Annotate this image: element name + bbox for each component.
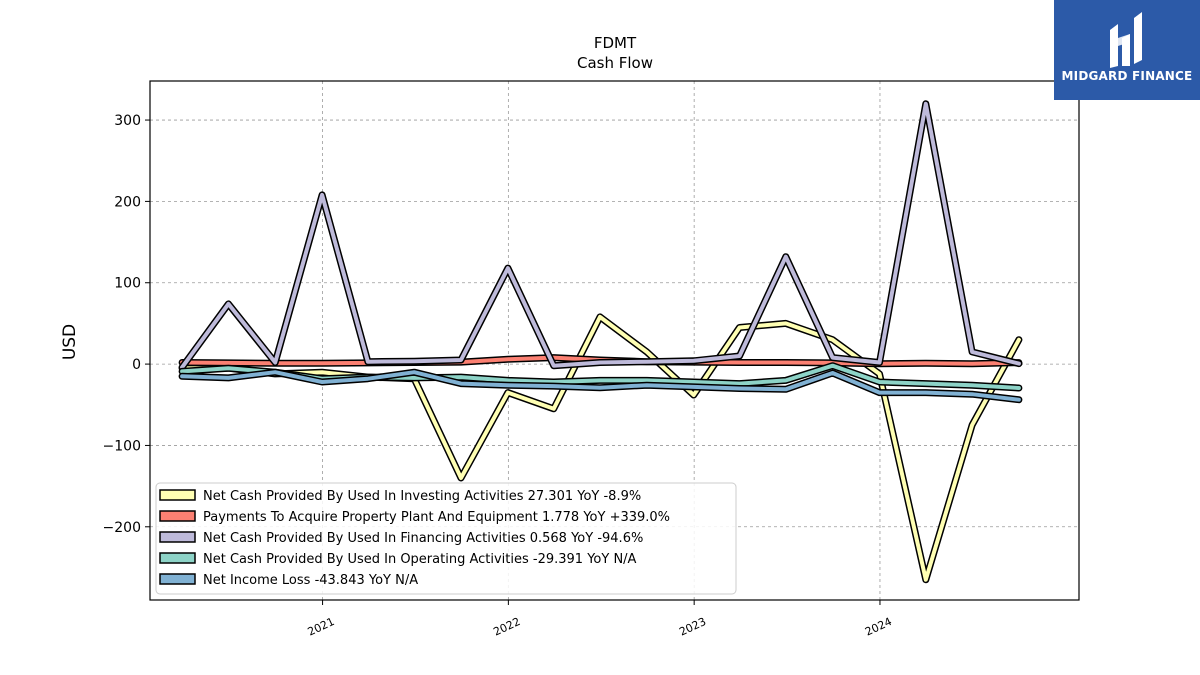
legend-box [155,482,737,595]
series-lines [178,100,1023,584]
legend-label: Payments To Acquire Property Plant And E… [203,510,670,525]
legend-label: Net Cash Provided By Used In Investing A… [203,489,641,504]
series-line [180,370,1021,402]
legend-swatch [159,489,196,501]
legend-swatch [159,510,196,522]
legend: Net Cash Provided By Used In Investing A… [155,482,737,595]
y-tick-label: 100 [114,276,141,292]
legend-label: Net Cash Provided By Used In Financing A… [203,531,643,546]
brand-name: MIDGARD FINANCE [1061,69,1193,83]
legend-label: Net Income Loss -43.843 YoY N/A [203,573,418,588]
x-tick-label: 2024 [863,615,894,639]
y-tick-label: −200 [103,520,141,536]
series-line-outline [178,100,1023,371]
plot-frame [149,80,1080,601]
legend-label: Net Cash Provided By Used In Operating A… [203,552,637,567]
midgard-logo-icon [1110,12,1142,68]
brand-logo: MIDGARD FINANCE [1054,0,1200,100]
y-tick-label: 300 [114,113,141,129]
series-line [180,314,1021,582]
y-tick-label: 200 [114,194,141,210]
chart-title: FDMT [594,34,637,52]
x-tick-label: 2021 [306,615,337,639]
series-line [180,101,1021,370]
legend-swatch [159,531,196,543]
y-axis-label: USD [60,324,80,360]
y-tick-label: −100 [103,438,141,454]
x-tick-label: 2023 [677,615,708,639]
x-tick-label: 2022 [491,615,522,639]
legend-swatch [159,552,196,564]
legend-swatch [159,573,196,585]
chart-subtitle: Cash Flow [577,54,653,72]
y-tick-label: 0 [132,357,141,373]
